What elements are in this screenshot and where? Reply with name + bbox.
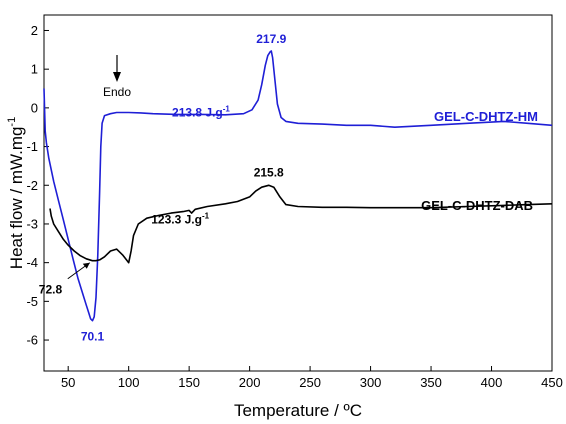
annotation-hm-min: 70.1 — [81, 330, 105, 344]
y-axis-title-sup: -1 — [6, 117, 18, 127]
x-tick-label: 100 — [118, 375, 140, 390]
y-tick-label: -2 — [26, 178, 38, 193]
y-tick-label: 2 — [31, 23, 38, 38]
endo-arrow-icon — [113, 72, 121, 82]
series-label-hm: GEL-C-DHTZ-HM — [434, 109, 538, 124]
annotation-sup: -1 — [202, 211, 210, 220]
x-tick-label: 150 — [178, 375, 200, 390]
x-axis-title: Temperature / ºC — [234, 401, 362, 420]
annotation-sup: -1 — [223, 105, 231, 114]
x-tick-label: 450 — [541, 375, 563, 390]
x-tick-label: 250 — [299, 375, 321, 390]
annotation-text: 72.8 — [39, 283, 63, 297]
y-tick-label: -1 — [26, 139, 38, 154]
x-tick-label: 300 — [360, 375, 382, 390]
y-axis-title-main: Heat flow / mW.mg — [7, 127, 26, 270]
endo-indicator: Endo — [103, 55, 131, 99]
annotation-hm-peak: 217.9 — [256, 32, 286, 46]
annotation-hm-enthalpy: 213.8 J.g-1 — [172, 105, 230, 120]
x-tick-label: 50 — [61, 375, 75, 390]
annotation-text: 215.8 — [254, 165, 284, 179]
annotation-text: 217.9 — [256, 32, 286, 46]
annotation-text: 70.1 — [81, 330, 105, 344]
annotation-dab-min: 72.8 — [39, 283, 63, 297]
annotation-dab-enthalpy: 123.3 J.g-1 — [151, 211, 209, 226]
series-label-dab: GEL-C-DHTZ-DAB — [421, 198, 533, 213]
x-tick-label: 200 — [239, 375, 261, 390]
series-line-dab — [49, 184, 553, 264]
annotation-text: 123.3 J.g — [151, 212, 202, 226]
endo-label: Endo — [103, 85, 131, 99]
series-line-hm — [43, 50, 553, 322]
y-tick-label: 1 — [31, 62, 38, 77]
pointer-arrow-icon — [82, 262, 90, 269]
y-tick-label: -4 — [26, 255, 38, 270]
annotation-dab-peak: 215.8 — [254, 165, 284, 179]
x-tick-label: 400 — [481, 375, 503, 390]
y-axis-title: Heat flow / mW.mg-1 — [6, 117, 26, 269]
x-tick-label: 350 — [420, 375, 442, 390]
y-tick-label: 0 — [31, 100, 38, 115]
y-tick-label: -3 — [26, 216, 38, 231]
y-tick-label: -5 — [26, 294, 38, 309]
y-tick-label: -6 — [26, 333, 38, 348]
annotation-text: 213.8 J.g — [172, 106, 223, 120]
plot-frame — [43, 14, 553, 372]
